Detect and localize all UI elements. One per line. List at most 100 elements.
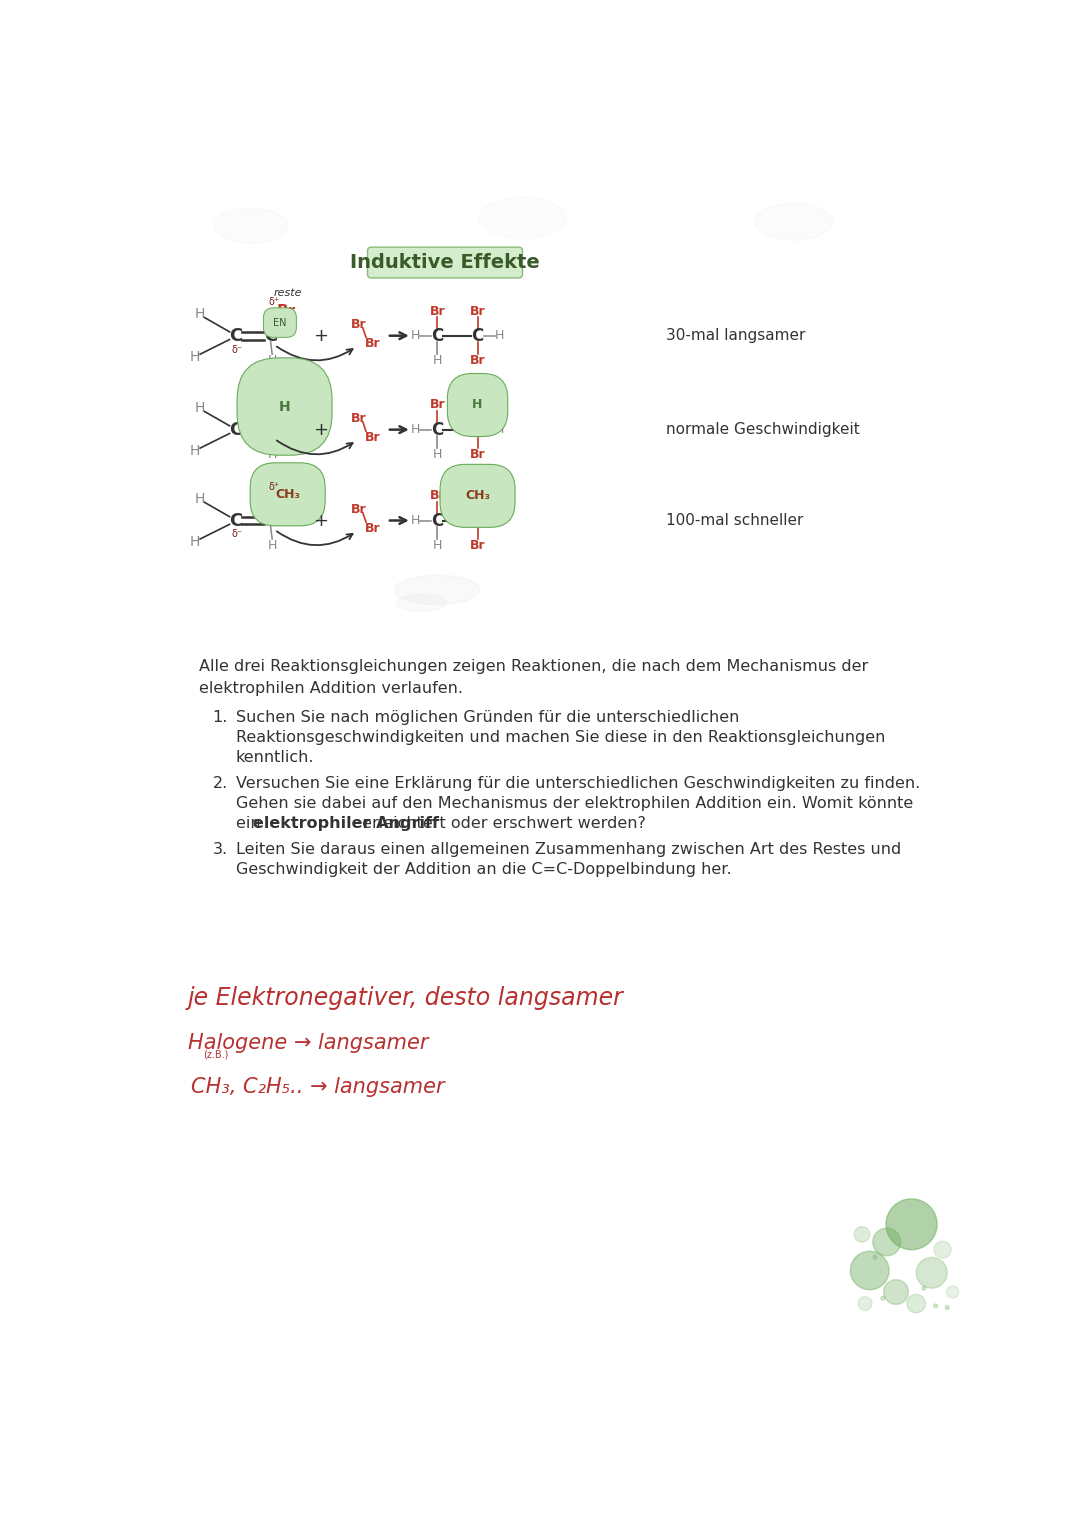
Text: H: H bbox=[194, 492, 204, 505]
Text: Gehen sie dabei auf den Mechanismus der elektrophilen Addition ein. Womit könnte: Gehen sie dabei auf den Mechanismus der … bbox=[235, 796, 913, 811]
Text: +: + bbox=[313, 327, 328, 345]
Text: je Elektronegativer, desto langsamer: je Elektronegativer, desto langsamer bbox=[188, 986, 623, 1009]
Text: elektrophilen Addition verlaufen.: elektrophilen Addition verlaufen. bbox=[200, 681, 463, 696]
Text: 30-mal langsamer: 30-mal langsamer bbox=[666, 328, 806, 344]
Text: Suchen Sie nach möglichen Gründen für die unterschiedlichen: Suchen Sie nach möglichen Gründen für di… bbox=[235, 710, 739, 725]
Text: H: H bbox=[495, 515, 504, 527]
Text: CH₃: CH₃ bbox=[275, 487, 300, 501]
Text: 3.: 3. bbox=[213, 843, 228, 857]
Text: H: H bbox=[495, 330, 504, 342]
Circle shape bbox=[886, 1199, 937, 1249]
Circle shape bbox=[854, 1226, 869, 1241]
Text: H: H bbox=[189, 444, 200, 458]
Text: H: H bbox=[433, 539, 442, 551]
Text: Alle drei Reaktionsgleichungen zeigen Reaktionen, die nach dem Mechanismus der: Alle drei Reaktionsgleichungen zeigen Re… bbox=[200, 660, 868, 673]
Circle shape bbox=[922, 1286, 926, 1290]
Circle shape bbox=[859, 1296, 872, 1310]
Text: Br: Br bbox=[430, 489, 445, 502]
Text: Br: Br bbox=[276, 304, 296, 319]
Text: +: + bbox=[313, 512, 328, 530]
Text: H: H bbox=[433, 447, 442, 461]
Circle shape bbox=[850, 1251, 889, 1290]
FancyBboxPatch shape bbox=[367, 247, 523, 278]
Text: C: C bbox=[431, 420, 444, 438]
Text: H: H bbox=[433, 354, 442, 366]
Text: H: H bbox=[194, 307, 204, 321]
Text: Br: Br bbox=[470, 354, 485, 366]
Ellipse shape bbox=[396, 594, 447, 611]
Text: C: C bbox=[431, 327, 444, 345]
Text: C: C bbox=[229, 420, 242, 438]
Text: C: C bbox=[264, 327, 278, 345]
Text: Br: Br bbox=[430, 399, 445, 411]
Text: Br: Br bbox=[470, 447, 485, 461]
Text: Versuchen Sie eine Erklärung für die unterschiedlichen Geschwindigkeiten zu find: Versuchen Sie eine Erklärung für die unt… bbox=[235, 776, 920, 791]
Text: reste: reste bbox=[273, 287, 302, 298]
Text: C: C bbox=[472, 512, 484, 530]
Text: 100-mal schneller: 100-mal schneller bbox=[666, 513, 804, 528]
Ellipse shape bbox=[478, 197, 566, 238]
Text: Br: Br bbox=[364, 431, 380, 444]
Text: Br: Br bbox=[364, 522, 380, 534]
Text: +: + bbox=[313, 420, 328, 438]
Ellipse shape bbox=[755, 203, 833, 240]
Circle shape bbox=[907, 1295, 926, 1313]
Text: C: C bbox=[472, 420, 484, 438]
Text: H: H bbox=[410, 330, 420, 342]
Text: H: H bbox=[268, 539, 276, 551]
Circle shape bbox=[916, 1257, 947, 1289]
Text: δ⁻: δ⁻ bbox=[232, 530, 243, 539]
Text: H: H bbox=[268, 447, 276, 461]
Text: C: C bbox=[264, 420, 278, 438]
Circle shape bbox=[873, 1228, 901, 1255]
Text: (z.B.): (z.B.) bbox=[203, 1051, 229, 1060]
Text: H: H bbox=[495, 423, 504, 437]
Text: C: C bbox=[472, 327, 484, 345]
Circle shape bbox=[933, 1304, 937, 1307]
Text: EN: EN bbox=[273, 318, 286, 328]
Text: Br: Br bbox=[350, 319, 366, 331]
Text: Leiten Sie daraus einen allgemeinen Zusammenhang zwischen Art des Restes und: Leiten Sie daraus einen allgemeinen Zusa… bbox=[235, 843, 901, 857]
Text: δ⁺: δ⁺ bbox=[268, 481, 280, 492]
Text: H: H bbox=[410, 423, 420, 437]
Ellipse shape bbox=[394, 576, 480, 605]
Text: C: C bbox=[264, 512, 278, 530]
Text: CH₃: CH₃ bbox=[465, 489, 490, 502]
Text: Br: Br bbox=[470, 304, 485, 318]
Text: 1.: 1. bbox=[213, 710, 228, 725]
Text: C: C bbox=[431, 512, 444, 530]
Ellipse shape bbox=[215, 208, 288, 243]
Text: Br: Br bbox=[364, 337, 380, 350]
Circle shape bbox=[874, 1255, 877, 1260]
Circle shape bbox=[945, 1306, 949, 1309]
Text: H: H bbox=[194, 402, 204, 415]
Text: H: H bbox=[268, 354, 276, 366]
Text: ein: ein bbox=[235, 815, 266, 831]
Text: δ⁻: δ⁻ bbox=[232, 345, 243, 354]
Text: 2.: 2. bbox=[213, 776, 228, 791]
Circle shape bbox=[881, 1296, 885, 1299]
Text: H: H bbox=[189, 350, 200, 365]
Text: Br: Br bbox=[350, 504, 366, 516]
Text: Halogene → langsamer: Halogene → langsamer bbox=[188, 1032, 428, 1052]
Text: Br: Br bbox=[430, 304, 445, 318]
Text: H: H bbox=[279, 400, 291, 414]
Text: elektrophiler Angriff: elektrophiler Angriff bbox=[253, 815, 438, 831]
Text: H: H bbox=[472, 399, 483, 411]
Text: C: C bbox=[229, 512, 242, 530]
Text: H: H bbox=[410, 515, 420, 527]
Text: Geschwindigkeit der Addition an die C=C-Doppelbindung her.: Geschwindigkeit der Addition an die C=C-… bbox=[235, 863, 731, 878]
Text: Reaktionsgeschwindigkeiten und machen Sie diese in den Reaktionsgleichungen: Reaktionsgeschwindigkeiten und machen Si… bbox=[235, 730, 886, 745]
Text: Br: Br bbox=[470, 539, 485, 551]
Text: δ⁺: δ⁺ bbox=[268, 296, 280, 307]
Text: erleichtert oder erschwert werden?: erleichtert oder erschwert werden? bbox=[356, 815, 646, 831]
Text: Br: Br bbox=[350, 412, 366, 426]
Text: Induktive Effekte: Induktive Effekte bbox=[350, 253, 540, 272]
Circle shape bbox=[883, 1280, 908, 1304]
Text: CH₃, C₂H₅.. → langsamer: CH₃, C₂H₅.. → langsamer bbox=[191, 1077, 445, 1098]
Circle shape bbox=[934, 1241, 951, 1258]
Text: kenntlich.: kenntlich. bbox=[235, 750, 314, 765]
Text: normale Geschwindigkeit: normale Geschwindigkeit bbox=[666, 421, 860, 437]
Circle shape bbox=[946, 1286, 959, 1298]
Text: C: C bbox=[229, 327, 242, 345]
